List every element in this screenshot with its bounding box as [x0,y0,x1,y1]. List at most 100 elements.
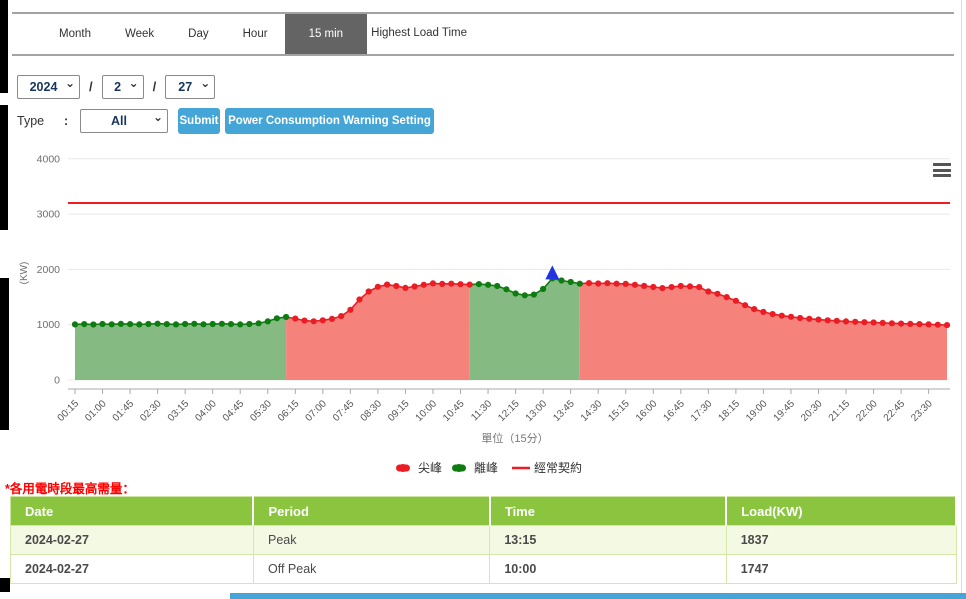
data-point[interactable] [650,283,657,291]
data-point[interactable] [218,320,225,327]
max-load-marker[interactable] [545,265,560,280]
data-point[interactable] [200,321,207,328]
submit-button[interactable]: Submit [178,107,220,134]
data-point[interactable] [136,321,143,328]
data-point[interactable] [145,320,152,328]
data-point[interactable] [521,292,528,299]
data-point[interactable] [879,319,886,326]
data-point[interactable] [273,315,280,322]
data-point[interactable] [384,281,391,288]
data-point[interactable] [842,318,850,325]
data-point[interactable] [81,321,88,328]
data-point[interactable] [127,321,134,328]
legend-item-peak[interactable]: 尖峰 [396,461,442,475]
data-point[interactable] [604,280,611,287]
data-point[interactable] [292,315,299,322]
data-point[interactable] [439,280,446,287]
data-point[interactable] [255,320,262,327]
data-point[interactable] [71,321,79,328]
data-point[interactable] [429,280,437,287]
data-point[interactable] [485,281,492,288]
data-point[interactable] [787,313,795,320]
data-point[interactable] [677,282,684,290]
data-point[interactable] [806,315,813,322]
data-point[interactable] [347,306,354,313]
legend-item-contract[interactable]: 經常契約 [512,460,582,475]
data-point[interactable] [99,320,106,328]
data-point[interactable] [356,296,363,303]
data-point[interactable] [714,290,721,297]
data-point[interactable] [172,321,180,328]
tab-hour[interactable]: Hour [242,28,268,40]
data-point[interactable] [870,319,877,326]
data-point[interactable] [934,321,941,328]
data-point[interactable] [319,317,326,324]
data-point[interactable] [264,318,271,325]
data-point[interactable] [567,278,574,286]
tab-week[interactable]: Week [124,28,155,40]
data-point[interactable] [943,322,951,329]
data-point[interactable] [154,320,161,327]
data-point[interactable] [622,280,629,287]
data-point[interactable] [182,320,189,328]
data-point[interactable] [907,320,914,327]
data-point[interactable] [310,318,317,325]
data-point[interactable] [301,317,308,324]
data-point[interactable] [237,321,244,328]
load-chart-svg[interactable]: 0 1000 2000 3000 4000 (KW) 00:15 01:00 01:45 02:3… [0,148,966,480]
data-point[interactable] [328,315,336,322]
data-point[interactable] [705,288,712,295]
data-point[interactable] [540,285,547,293]
data-point[interactable] [374,283,381,290]
data-point[interactable] [751,306,758,313]
data-point[interactable] [365,288,372,295]
data-point[interactable] [852,318,859,325]
data-point[interactable] [833,317,840,324]
data-point[interactable] [668,284,675,291]
data-point[interactable] [861,319,868,326]
tab-15min[interactable]: 15 min [284,14,368,54]
data-point[interactable] [797,314,804,322]
data-point[interactable] [227,321,235,328]
data-point[interactable] [732,297,740,304]
chart-menu-icon[interactable] [933,163,951,179]
month-select[interactable]: 2 [101,74,144,99]
data-point[interactable] [641,282,648,289]
data-point[interactable] [117,320,124,327]
data-point[interactable] [824,317,831,324]
data-point[interactable] [108,321,115,328]
data-point[interactable] [163,321,170,328]
data-point[interactable] [898,320,905,327]
data-point[interactable] [742,302,749,309]
data-point[interactable] [283,313,290,321]
data-point[interactable] [512,290,519,297]
data-point[interactable] [530,291,538,298]
day-select[interactable]: 27 [165,74,216,99]
type-select[interactable]: All [80,108,168,133]
data-point[interactable] [916,321,923,328]
data-point[interactable] [503,286,510,293]
data-point[interactable] [760,308,767,315]
data-point[interactable] [466,281,473,288]
data-point[interactable] [686,283,694,290]
tab-day[interactable]: Day [188,28,209,40]
data-point[interactable] [696,284,703,291]
data-point[interactable] [778,312,785,319]
data-point[interactable] [558,277,565,284]
data-point[interactable] [888,320,896,327]
tab-highest-load-time[interactable]: Highest Load Time [371,27,468,40]
tab-month[interactable]: Month [59,28,91,40]
data-point[interactable] [576,280,583,287]
data-point[interactable] [209,320,216,328]
data-point[interactable] [475,281,482,288]
data-point[interactable] [420,281,427,288]
power-warning-setting-button[interactable]: Power Consumption Warning Setting [225,107,434,134]
data-point[interactable] [457,281,464,288]
data-point[interactable] [925,321,932,328]
data-point[interactable] [631,281,639,288]
data-point[interactable] [191,320,198,327]
data-point[interactable] [246,320,253,328]
data-point[interactable] [769,311,776,318]
data-point[interactable] [90,321,97,328]
data-point[interactable] [411,283,418,290]
